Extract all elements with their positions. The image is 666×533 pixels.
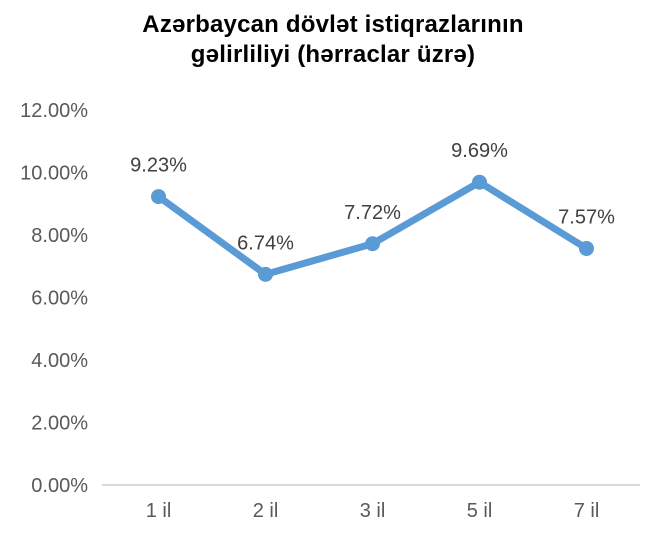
data-point-marker: [579, 240, 594, 256]
y-axis-tick-label: 0.00%: [31, 475, 88, 497]
y-axis-tick-label: 4.00%: [31, 350, 88, 372]
x-axis-category-label: 1 il: [146, 500, 172, 522]
data-point-label: 6.74%: [237, 232, 294, 254]
data-point-marker: [151, 189, 166, 205]
chart-title: Azərbaycan dövlət istiqrazlarının gəlirl…: [0, 10, 666, 70]
series-line: [155, 178, 590, 278]
data-point-marker: [258, 266, 273, 282]
chart-title-line-2: gəlirliliyi (hərraclar üzrə): [190, 41, 476, 68]
chart-title-line-1: Azərbaycan dövlət istiqrazlarının: [142, 11, 524, 38]
data-point-label: 7.72%: [344, 202, 401, 224]
data-point-label: 9.69%: [451, 140, 508, 162]
y-axis-tick-label: 10.00%: [20, 163, 88, 185]
y-axis-tick-label: 2.00%: [31, 413, 88, 435]
y-axis-tick-label: 6.00%: [31, 288, 88, 310]
data-point-marker: [365, 236, 380, 252]
y-axis-tick-label: 8.00%: [31, 225, 88, 247]
x-axis-category-label: 3 il: [360, 500, 386, 522]
data-point-label: 9.23%: [130, 155, 187, 177]
x-axis-category-label: 7 il: [574, 500, 600, 522]
x-axis-category-label: 5 il: [467, 500, 493, 522]
data-point-marker: [472, 174, 487, 190]
y-axis-tick-label: 12.00%: [20, 100, 88, 122]
x-axis-category-label: 2 il: [253, 500, 279, 522]
data-point-label: 7.57%: [558, 206, 615, 228]
